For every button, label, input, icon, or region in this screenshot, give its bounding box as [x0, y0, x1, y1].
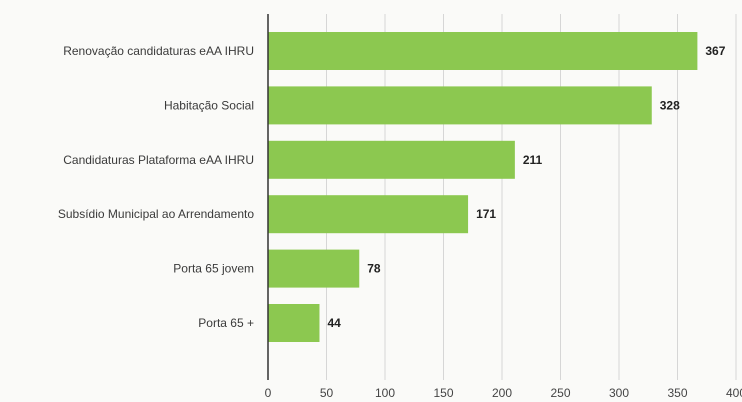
category-labels: Renovação candidaturas eAA IHRU Habitação…	[58, 44, 254, 330]
bar-0	[268, 32, 698, 70]
bar-1	[268, 86, 652, 125]
category-label-3: Subsídio Municipal ao Arrendamento	[58, 207, 254, 221]
x-tick-label-250: 250	[550, 386, 570, 400]
x-tick-label-50: 50	[320, 386, 334, 400]
bars	[268, 32, 698, 342]
x-tick-label-300: 300	[609, 386, 629, 400]
bar-2	[268, 140, 515, 179]
bar-4	[268, 249, 360, 288]
x-tick-label-150: 150	[433, 386, 453, 400]
value-label-3: 171	[476, 207, 496, 221]
x-tick-label-0: 0	[265, 386, 272, 400]
category-label-4: Porta 65 jovem	[173, 262, 254, 276]
x-tick-label-100: 100	[375, 386, 395, 400]
x-tick-labels: 0 50 100 150 200 250 300 350 400	[265, 386, 742, 400]
value-label-5: 44	[327, 316, 341, 330]
value-label-0: 367	[705, 44, 725, 58]
value-label-1: 328	[660, 98, 680, 112]
x-tick-label-350: 350	[667, 386, 687, 400]
value-label-4: 78	[367, 262, 381, 276]
value-labels: 367 328 211 171 78 44	[327, 44, 725, 330]
x-tick-label-200: 200	[492, 386, 512, 400]
bar-5	[268, 304, 320, 342]
x-tick-label-400: 400	[726, 386, 742, 400]
category-label-2: Candidaturas Plataforma eAA IHRU	[63, 153, 254, 167]
value-label-2: 211	[523, 153, 543, 167]
bar-3	[268, 195, 469, 234]
category-label-5: Porta 65 +	[198, 316, 254, 330]
category-label-1: Habitação Social	[164, 98, 254, 112]
category-label-0: Renovação candidaturas eAA IHRU	[63, 44, 254, 58]
